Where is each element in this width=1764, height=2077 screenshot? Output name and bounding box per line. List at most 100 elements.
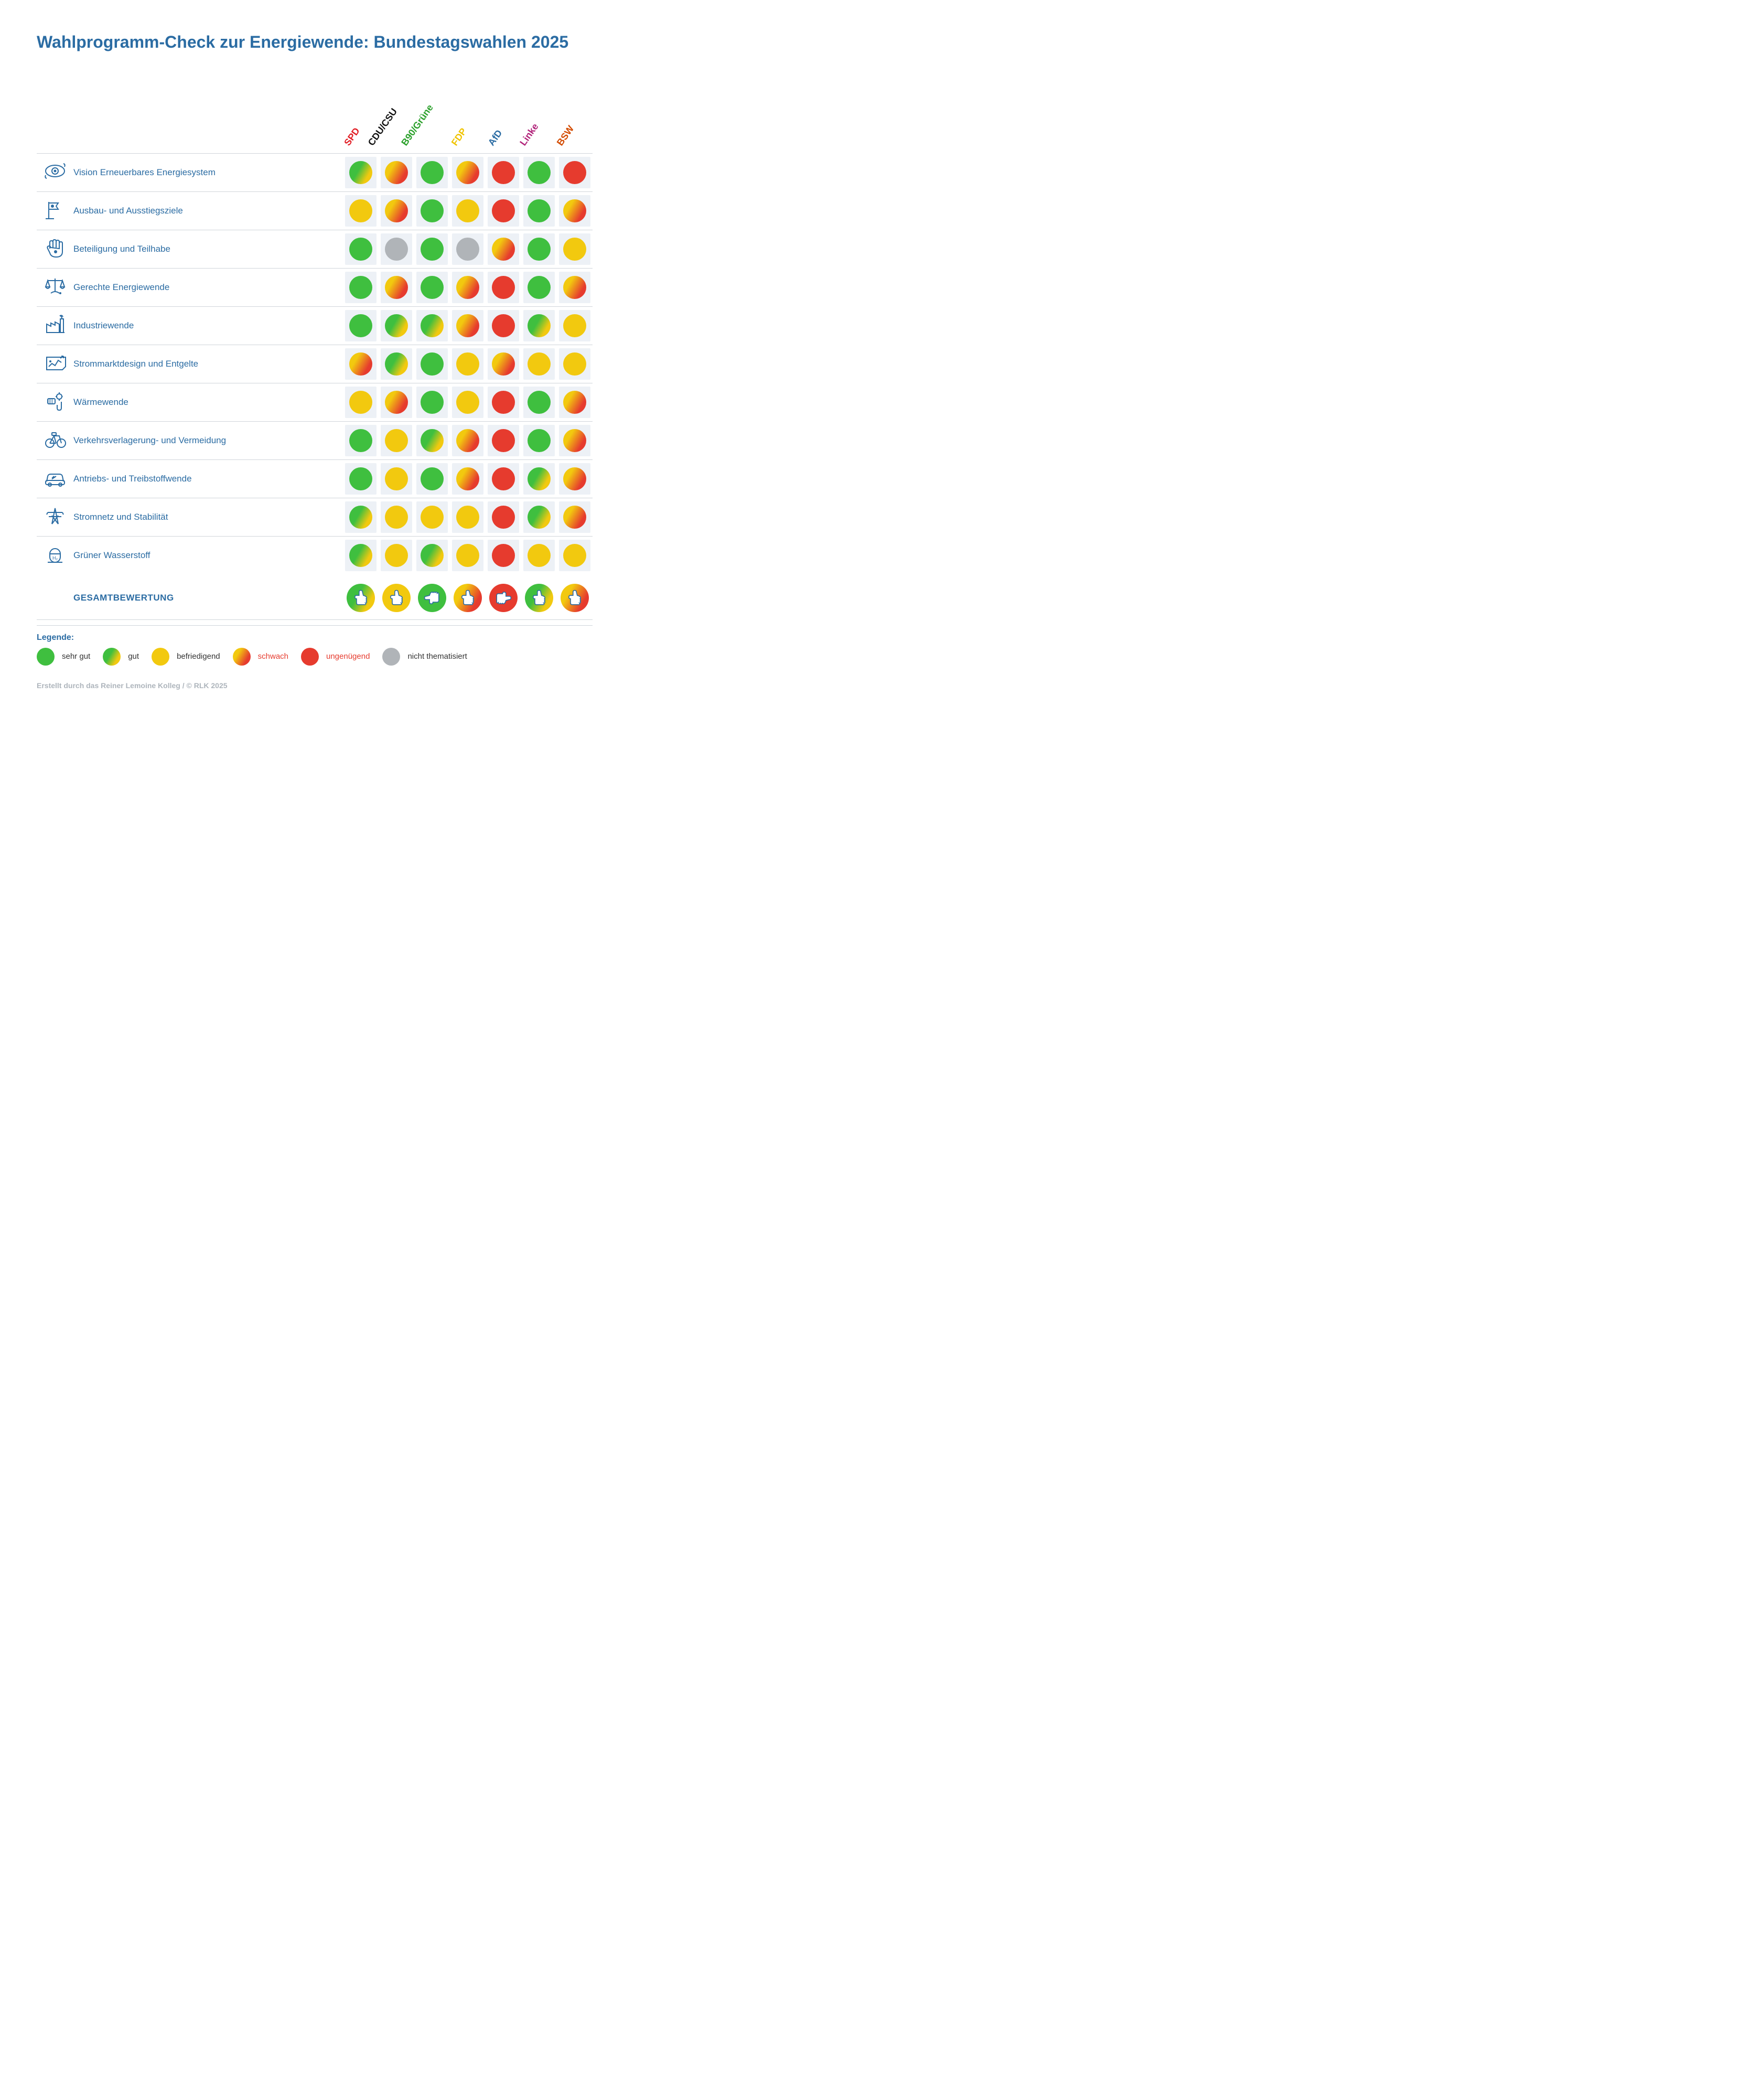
rating-cell: [486, 345, 521, 383]
rating-dot-sehrgut: [421, 352, 444, 376]
overall-thumb-up: [418, 584, 446, 612]
rating-dot-befried: [421, 506, 444, 529]
table-row-netz: Stromnetz und Stabilität: [37, 498, 593, 536]
rating-dot-gut: [528, 467, 551, 490]
rating-cell: [450, 345, 486, 383]
rating-dot-sehrgut: [528, 276, 551, 299]
row-label: Verkehrsverlagerung- und Vermeidung: [73, 421, 343, 459]
rating-cell: [414, 536, 450, 574]
rating-cell: [343, 421, 379, 459]
rating-dot-befried: [563, 352, 586, 376]
row-label: Beteiligung und Teilhabe: [73, 230, 343, 268]
party-header-linke: Linke: [521, 80, 557, 153]
rating-table: SPDCDU/CSUB90/GrüneFDPAfDLinkeBSW Vision…: [37, 80, 593, 620]
legend-title: Legende:: [37, 633, 593, 643]
row-icon: [37, 459, 73, 498]
row-label: Industriewende: [73, 306, 343, 345]
rating-cell: [343, 268, 379, 306]
rating-cell: [557, 306, 593, 345]
rating-cell: [379, 230, 414, 268]
rating-cell: [486, 421, 521, 459]
rating-dot-befried: [385, 467, 408, 490]
rating-cell: [486, 498, 521, 536]
rating-cell: [521, 383, 557, 421]
rating-dot-ungen: [492, 199, 515, 222]
rating-cell: [379, 345, 414, 383]
rating-cell: [521, 191, 557, 230]
legend-label: sehr gut: [62, 652, 90, 661]
rating-cell: [486, 459, 521, 498]
rating-cell: [450, 421, 486, 459]
rating-dot-sehrgut: [528, 429, 551, 452]
rating-cell: [379, 421, 414, 459]
row-icon: [37, 383, 73, 421]
rating-cell: [343, 536, 379, 574]
rating-cell: [486, 383, 521, 421]
row-icon: [37, 191, 73, 230]
rating-cell: [414, 383, 450, 421]
rating-dot-befried: [528, 544, 551, 567]
rating-cell: [414, 268, 450, 306]
rating-cell: [343, 383, 379, 421]
legend-label: nicht thematisiert: [407, 652, 467, 661]
legend-dot-ungen: [301, 648, 319, 666]
overall-thumb-right: [525, 584, 553, 612]
table-row-antrieb: Antriebs- und Treibstoffwende: [37, 459, 593, 498]
rating-dot-gut: [528, 314, 551, 337]
rating-dot-sehrgut: [349, 314, 372, 337]
row-icon: [37, 536, 73, 574]
rating-cell: [521, 421, 557, 459]
rating-dot-befried: [563, 238, 586, 261]
rating-cell: [450, 191, 486, 230]
rating-dot-befried: [456, 506, 479, 529]
party-label: SPD: [342, 125, 362, 147]
rating-cell: [379, 306, 414, 345]
row-icon: [37, 498, 73, 536]
row-label: Vision Erneuerbares Energiesystem: [73, 153, 343, 191]
rating-dot-schwach: [563, 467, 586, 490]
rating-cell: [414, 498, 450, 536]
rating-dot-schwach: [385, 161, 408, 184]
rating-dot-schwach: [385, 276, 408, 299]
row-icon: [37, 153, 73, 191]
rating-cell: [450, 536, 486, 574]
rating-cell: [557, 459, 593, 498]
legend-dot-befried: [152, 648, 169, 666]
rating-dot-sehrgut: [528, 391, 551, 414]
rating-cell: [486, 536, 521, 574]
page-title: Wahlprogramm-Check zur Energiewende: Bun…: [37, 31, 593, 53]
rating-dot-ungen: [492, 429, 515, 452]
rating-cell: [414, 306, 450, 345]
overall-row: GESAMTBEWERTUNG: [37, 574, 593, 620]
divider: [37, 625, 593, 626]
rating-cell: [521, 153, 557, 191]
party-label: Linke: [518, 121, 541, 148]
rating-dot-befried: [385, 429, 408, 452]
rating-dot-befried: [456, 199, 479, 222]
table-row-vision: Vision Erneuerbares Energiesystem: [37, 153, 593, 191]
rating-cell: [379, 383, 414, 421]
row-icon: [37, 345, 73, 383]
legend-label: schwach: [258, 652, 288, 661]
rating-dot-sehrgut: [421, 238, 444, 261]
overall-thumb-right: [382, 584, 411, 612]
party-label: FDP: [449, 126, 469, 148]
rating-dot-sehrgut: [421, 467, 444, 490]
rating-dot-sehrgut: [421, 199, 444, 222]
rating-dot-befried: [563, 544, 586, 567]
rating-dot-gut: [349, 506, 372, 529]
table-row-gerecht: Gerechte Energiewende: [37, 268, 593, 306]
legend-row: sehr gutgutbefriedigendschwachungenügend…: [37, 648, 593, 666]
rating-dot-nicht: [456, 238, 479, 261]
overall-cell: [343, 574, 379, 620]
rating-dot-befried: [528, 352, 551, 376]
row-icon: [37, 306, 73, 345]
rating-cell: [343, 345, 379, 383]
rating-cell: [450, 459, 486, 498]
rating-cell: [486, 306, 521, 345]
rating-cell: [379, 459, 414, 498]
overall-label: GESAMTBEWERTUNG: [73, 574, 343, 620]
rating-cell: [450, 306, 486, 345]
table-row-waerme: Wärmewende: [37, 383, 593, 421]
rating-dot-gut: [385, 352, 408, 376]
